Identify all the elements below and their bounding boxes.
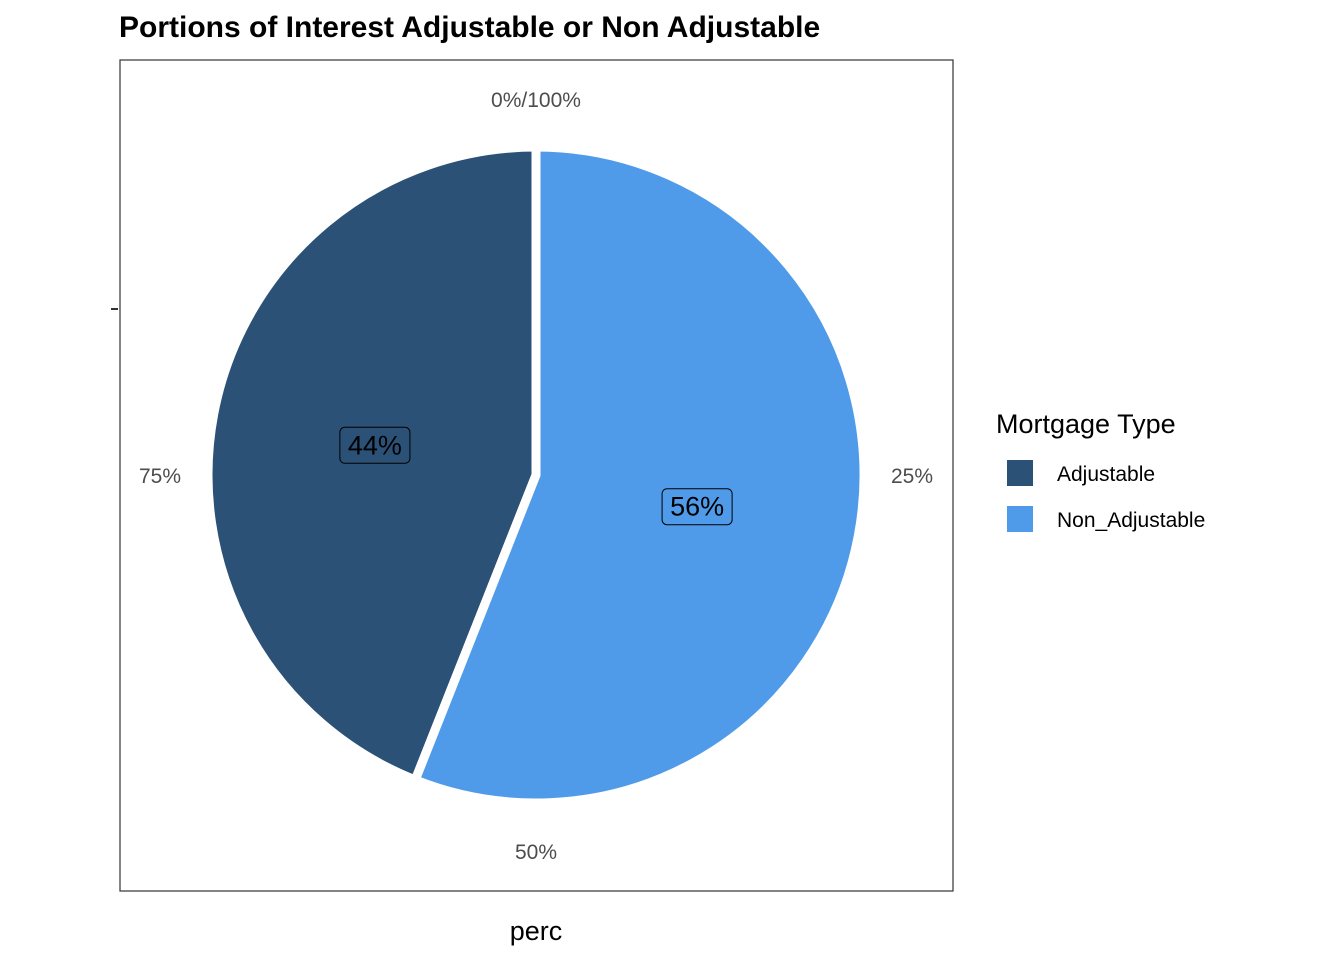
pie-slices: [203, 142, 869, 808]
slice-label-text: 44%: [348, 430, 402, 460]
angle-tick-label: 0%/100%: [491, 89, 581, 112]
angle-tick-label: 50%: [515, 841, 557, 864]
slice-label-adjustable: 44%: [339, 426, 411, 464]
angle-tick-label: 75%: [139, 465, 181, 488]
legend-swatch: [1007, 506, 1033, 532]
pie-slice-non-adjustable: [409, 142, 869, 808]
chart-title: Portions of Interest Adjustable or Non A…: [119, 11, 820, 44]
slice-labels: 44% 56%: [339, 426, 733, 526]
x-axis-label: perc: [510, 916, 563, 946]
legend: Mortgage Type Adjustable Non_Adjustable: [996, 409, 1205, 532]
angle-tick-label: 25%: [891, 465, 933, 488]
legend-swatch: [1007, 460, 1033, 486]
legend-label: Non_Adjustable: [1057, 509, 1205, 532]
legend-title: Mortgage Type: [996, 409, 1176, 439]
legend-label: Adjustable: [1057, 463, 1155, 486]
slice-label-non-adjustable: 56%: [661, 488, 733, 526]
slice-label-text: 56%: [670, 492, 724, 522]
panel-border: [119, 59, 954, 892]
slice-label-box: [339, 426, 411, 464]
slice-label-box: [661, 488, 733, 526]
legend-items: Adjustable Non_Adjustable: [1007, 460, 1205, 532]
angle-tick-labels: 0%/100% 25% 50% 75%: [139, 89, 933, 864]
